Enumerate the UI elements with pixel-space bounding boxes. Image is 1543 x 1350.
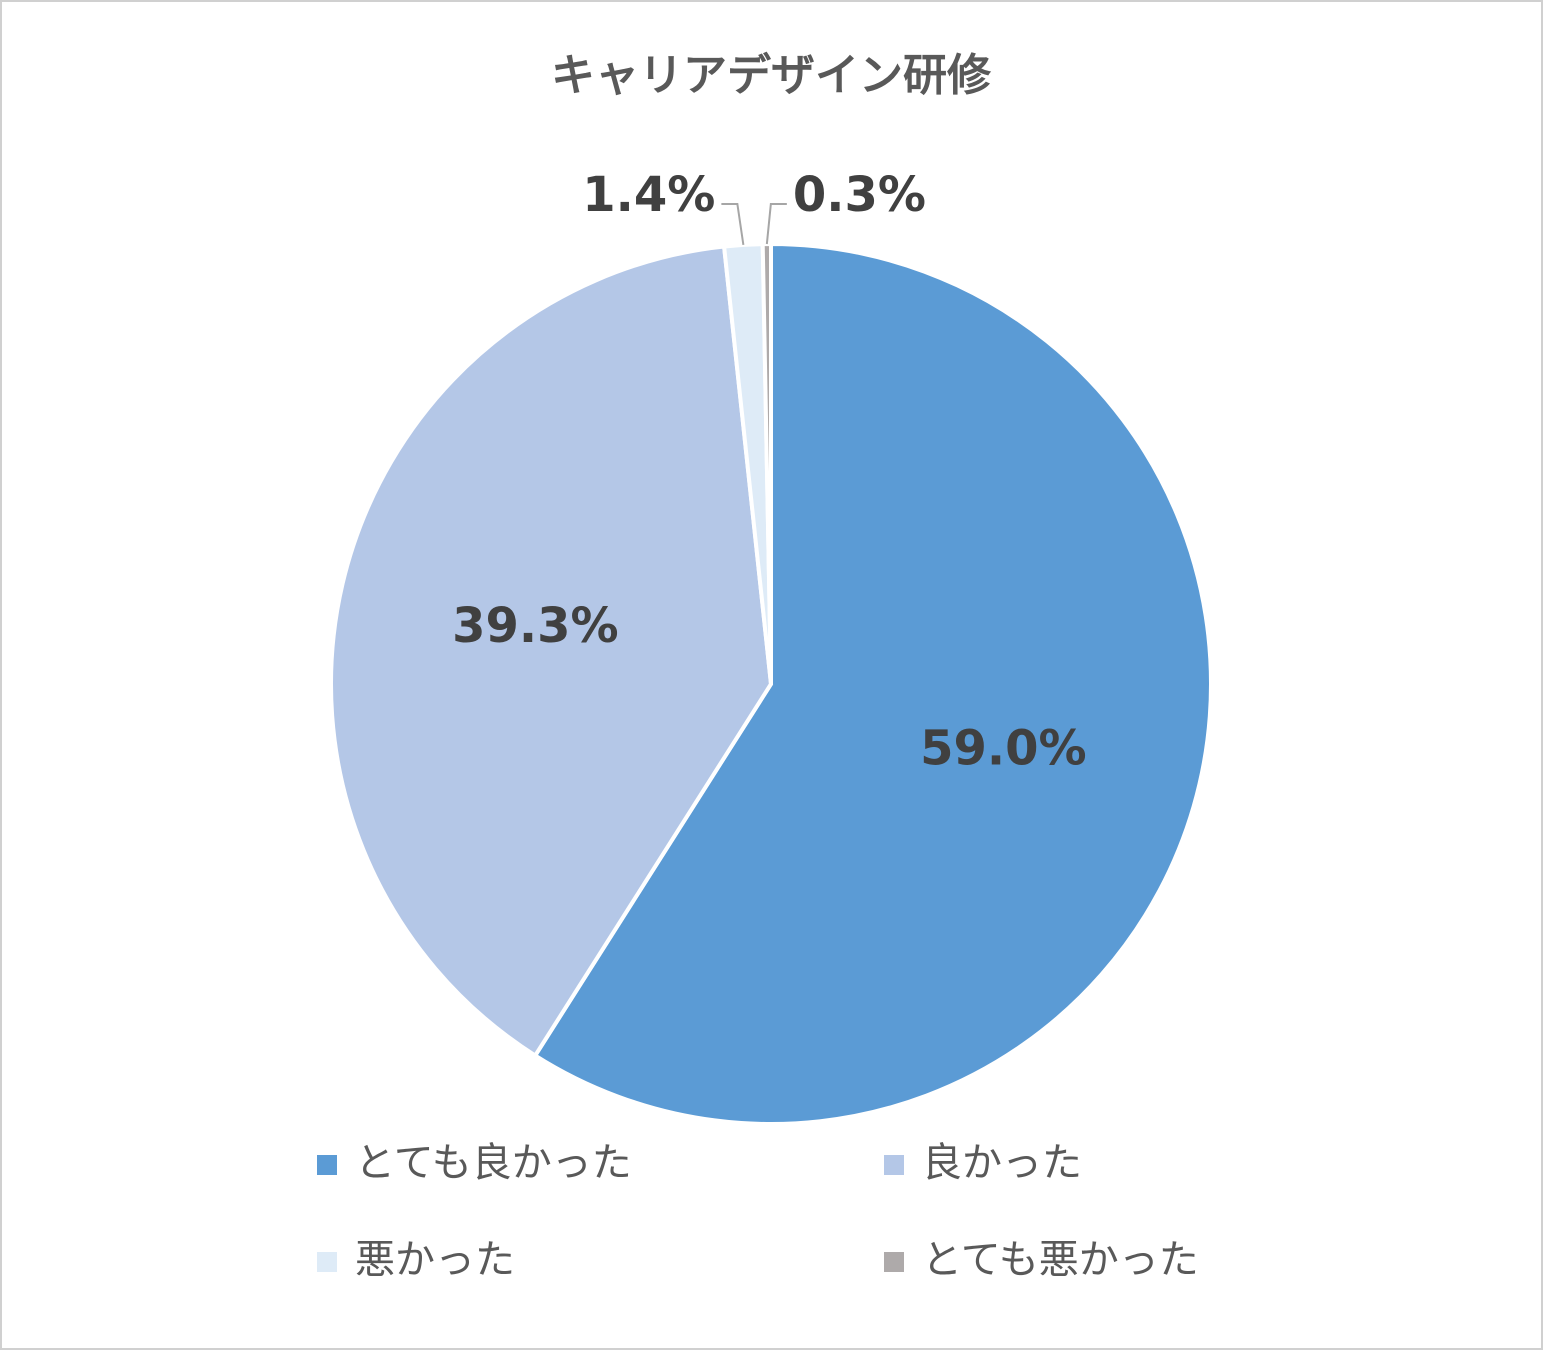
legend-marker (317, 1252, 337, 1272)
data-label: 39.3% (452, 598, 619, 654)
legend-label: 良かった (922, 1140, 1082, 1186)
data-label: 0.3% (793, 167, 926, 223)
leader-line (721, 203, 745, 246)
pie-slice (532, 241, 1213, 1126)
legend-marker (884, 1155, 904, 1175)
legend-label: とても悪かった (922, 1237, 1199, 1283)
legend-label: とても良かった (355, 1140, 632, 1186)
legend-label: 悪かった (355, 1237, 515, 1283)
pie-slice (329, 244, 774, 1059)
legend-marker (884, 1252, 904, 1272)
legend-marker (317, 1155, 337, 1175)
chart-title: キャリアデザイン研修 (551, 50, 992, 101)
leader-line (765, 203, 787, 245)
data-label: 59.0% (920, 721, 1087, 777)
data-label: 1.4% (582, 167, 715, 223)
